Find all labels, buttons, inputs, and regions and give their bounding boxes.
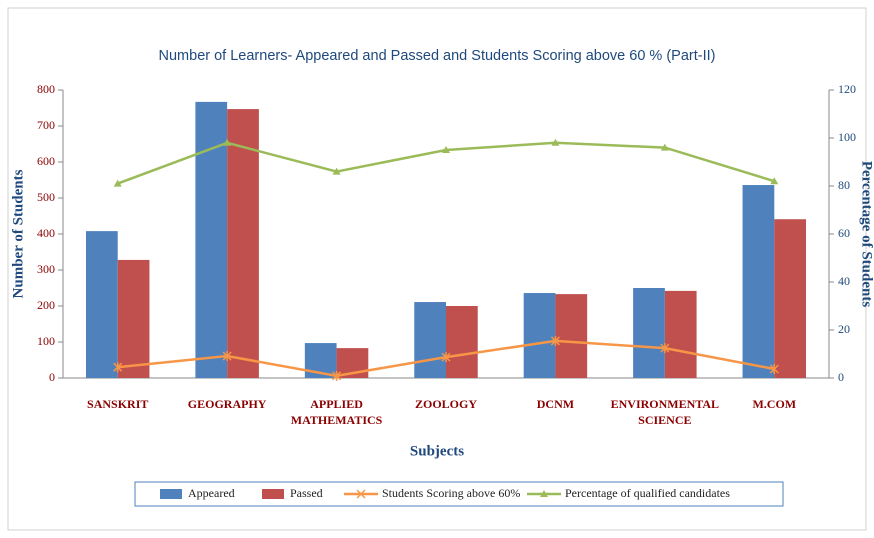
marker bbox=[550, 335, 560, 346]
x-tick-label: DCNM bbox=[536, 397, 575, 411]
y-tick-label: 400 bbox=[37, 226, 55, 240]
marker bbox=[222, 351, 232, 362]
x-tick-label: APPLIED MATHEMATICS bbox=[290, 397, 383, 427]
y2-tick-label: 60 bbox=[838, 226, 850, 240]
bar bbox=[446, 306, 478, 378]
bar bbox=[742, 185, 775, 378]
y2-tick-label: 100 bbox=[838, 130, 856, 144]
bar bbox=[85, 231, 118, 378]
chart-title: Number of Learners- Appeared and Passed … bbox=[159, 48, 716, 64]
y-tick-label: 600 bbox=[37, 154, 55, 168]
y-tick-label: 800 bbox=[37, 82, 55, 96]
y2-tick-label: 0 bbox=[838, 370, 844, 384]
marker bbox=[551, 138, 560, 146]
y-tick-label: 700 bbox=[37, 118, 55, 132]
x-tick-label: M.COM bbox=[752, 397, 797, 411]
marker bbox=[770, 177, 779, 185]
legend-swatch bbox=[160, 489, 182, 499]
bar bbox=[227, 109, 259, 378]
x-axis-title: Subjects bbox=[410, 443, 464, 459]
marker bbox=[332, 370, 342, 381]
y-axis-title: Number of Students bbox=[10, 169, 26, 298]
bar bbox=[633, 288, 665, 378]
x-tick-label: ZOOLOGY bbox=[414, 397, 477, 411]
legend-marker bbox=[356, 489, 366, 499]
legend-swatch bbox=[262, 489, 284, 499]
legend-label: Appeared bbox=[188, 486, 235, 500]
x-tick-label: ENVIRONMENTAL SCIENCE bbox=[610, 397, 720, 427]
y-tick-label: 500 bbox=[37, 190, 55, 204]
marker bbox=[113, 362, 123, 373]
y-tick-label: 0 bbox=[49, 370, 55, 384]
y2-tick-label: 40 bbox=[838, 274, 850, 288]
y2-tick-label: 20 bbox=[838, 322, 850, 336]
frame bbox=[7, 7, 867, 531]
bar bbox=[117, 259, 150, 378]
bar bbox=[555, 294, 588, 378]
y-tick-label: 100 bbox=[37, 334, 55, 348]
x-tick-label: GEOGRAPHY bbox=[187, 397, 267, 411]
marker bbox=[660, 343, 670, 354]
y-tick-label: 300 bbox=[37, 262, 55, 276]
marker bbox=[442, 146, 450, 153]
legend-label: Passed bbox=[290, 486, 323, 500]
bar bbox=[664, 290, 697, 378]
marker bbox=[769, 364, 779, 374]
legend-label: Percentage of qualified candidates bbox=[565, 486, 730, 500]
y-tick-label: 200 bbox=[37, 298, 55, 312]
marker bbox=[223, 138, 232, 146]
y2-tick-label: 120 bbox=[838, 82, 856, 96]
y2-tick-label: 80 bbox=[838, 178, 850, 192]
legend-box bbox=[134, 481, 784, 507]
marker bbox=[113, 179, 122, 187]
x-tick-label: SANSKRIT bbox=[87, 397, 149, 411]
legend-marker bbox=[540, 490, 548, 497]
bar bbox=[774, 219, 807, 378]
bar bbox=[414, 302, 446, 378]
marker bbox=[441, 352, 451, 363]
legend-label: Students Scoring above 60% bbox=[382, 486, 520, 500]
marker bbox=[660, 143, 669, 151]
y2-axis-title: Percentage of Students bbox=[859, 161, 874, 308]
marker bbox=[332, 167, 341, 175]
bar bbox=[523, 293, 556, 378]
